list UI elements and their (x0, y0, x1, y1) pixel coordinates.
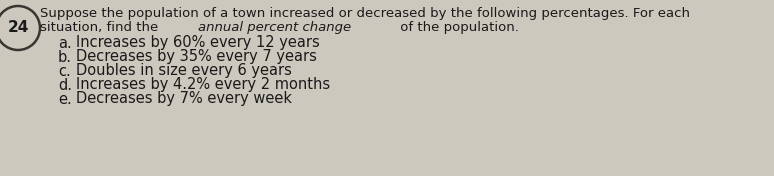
Text: Decreases by 35% every 7 years: Decreases by 35% every 7 years (76, 49, 317, 64)
Text: Suppose the population of a town increased or decreased by the following percent: Suppose the population of a town increas… (40, 8, 690, 20)
Text: a.: a. (58, 36, 72, 51)
Text: of the population.: of the population. (396, 21, 519, 34)
Text: d.: d. (58, 77, 72, 93)
Text: Doubles in size every 6 years: Doubles in size every 6 years (76, 64, 292, 78)
Text: annual percent change: annual percent change (198, 21, 351, 34)
Text: situation, find the: situation, find the (40, 21, 163, 34)
Text: 24: 24 (7, 20, 29, 36)
Text: c.: c. (58, 64, 70, 78)
Text: Increases by 4.2% every 2 months: Increases by 4.2% every 2 months (76, 77, 330, 93)
Text: Decreases by 7% every week: Decreases by 7% every week (76, 92, 292, 106)
Text: Increases by 60% every 12 years: Increases by 60% every 12 years (76, 36, 320, 51)
Text: e.: e. (58, 92, 72, 106)
Text: b.: b. (58, 49, 72, 64)
